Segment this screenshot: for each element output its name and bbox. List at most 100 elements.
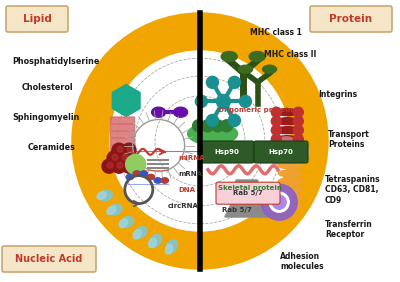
Circle shape	[271, 143, 281, 153]
Ellipse shape	[99, 190, 112, 201]
Ellipse shape	[174, 107, 188, 117]
FancyBboxPatch shape	[310, 6, 392, 32]
Circle shape	[271, 134, 281, 144]
Ellipse shape	[107, 206, 116, 215]
Circle shape	[107, 151, 121, 165]
Text: Oligomeric protein: Oligomeric protein	[218, 107, 293, 113]
Circle shape	[102, 159, 116, 173]
Ellipse shape	[120, 217, 134, 228]
Text: Cholesterol: Cholesterol	[22, 83, 74, 92]
Circle shape	[126, 155, 146, 174]
Text: Sphingomyelin: Sphingomyelin	[12, 113, 79, 122]
Circle shape	[196, 95, 208, 107]
Circle shape	[212, 120, 224, 132]
Ellipse shape	[140, 171, 147, 176]
Ellipse shape	[166, 244, 173, 254]
Ellipse shape	[249, 52, 265, 61]
Text: Nucleic Acid: Nucleic Acid	[15, 254, 83, 264]
Ellipse shape	[147, 175, 154, 180]
Ellipse shape	[278, 138, 302, 145]
Text: mRNA: mRNA	[178, 171, 202, 177]
Circle shape	[216, 94, 230, 108]
Ellipse shape	[188, 123, 238, 145]
Circle shape	[293, 152, 303, 162]
Circle shape	[271, 152, 281, 162]
FancyBboxPatch shape	[110, 124, 135, 131]
Circle shape	[271, 107, 281, 117]
Circle shape	[293, 116, 303, 126]
Polygon shape	[112, 85, 140, 116]
Circle shape	[221, 120, 233, 132]
Circle shape	[193, 120, 205, 132]
Ellipse shape	[152, 107, 166, 117]
Ellipse shape	[276, 118, 298, 125]
Ellipse shape	[97, 192, 106, 200]
Circle shape	[122, 159, 136, 173]
Circle shape	[293, 143, 303, 153]
Ellipse shape	[147, 175, 154, 180]
FancyBboxPatch shape	[200, 141, 254, 163]
Ellipse shape	[221, 52, 237, 61]
Circle shape	[112, 154, 118, 160]
Ellipse shape	[126, 175, 133, 180]
Circle shape	[271, 125, 281, 135]
Circle shape	[107, 162, 113, 168]
Ellipse shape	[278, 162, 302, 169]
Ellipse shape	[166, 240, 178, 253]
Text: Ceramides: Ceramides	[28, 144, 76, 153]
Ellipse shape	[133, 171, 140, 176]
Ellipse shape	[289, 141, 307, 151]
Text: MHC class 1: MHC class 1	[250, 28, 302, 37]
Polygon shape	[225, 189, 269, 217]
Text: miRNA: miRNA	[178, 155, 204, 161]
Circle shape	[127, 146, 133, 152]
Ellipse shape	[276, 136, 298, 143]
Ellipse shape	[263, 65, 277, 73]
Ellipse shape	[140, 171, 147, 176]
Circle shape	[127, 162, 133, 168]
FancyBboxPatch shape	[216, 182, 280, 204]
Text: Transferrin
Receptor: Transferrin Receptor	[325, 220, 373, 239]
Ellipse shape	[276, 145, 298, 152]
Ellipse shape	[266, 141, 283, 151]
FancyBboxPatch shape	[110, 117, 135, 124]
Ellipse shape	[278, 194, 302, 201]
Text: Transport
Proteins: Transport Proteins	[328, 130, 370, 149]
Circle shape	[228, 114, 240, 126]
Circle shape	[202, 120, 214, 132]
FancyBboxPatch shape	[110, 138, 135, 145]
Circle shape	[110, 51, 290, 231]
Circle shape	[117, 162, 123, 168]
Circle shape	[117, 146, 123, 152]
Ellipse shape	[154, 178, 161, 183]
FancyBboxPatch shape	[110, 145, 135, 152]
Text: Phosphatidylserine: Phosphatidylserine	[12, 58, 99, 67]
Ellipse shape	[278, 202, 302, 209]
Ellipse shape	[278, 137, 295, 147]
Text: Skeletal protein: Skeletal protein	[218, 185, 282, 191]
Text: Lipid: Lipid	[22, 14, 52, 24]
Ellipse shape	[134, 227, 147, 238]
Circle shape	[112, 159, 126, 173]
Circle shape	[261, 184, 297, 220]
Circle shape	[122, 154, 128, 160]
Circle shape	[122, 143, 136, 157]
Circle shape	[228, 76, 240, 88]
Text: Adhesion
molecules: Adhesion molecules	[280, 252, 324, 271]
Ellipse shape	[263, 138, 310, 166]
Ellipse shape	[278, 178, 302, 185]
Ellipse shape	[119, 219, 128, 228]
Text: Hsp90: Hsp90	[214, 149, 240, 155]
Text: Rab 5/7: Rab 5/7	[233, 190, 263, 196]
FancyBboxPatch shape	[254, 141, 308, 163]
Ellipse shape	[278, 186, 302, 193]
Circle shape	[293, 134, 303, 144]
Ellipse shape	[161, 178, 168, 183]
Ellipse shape	[278, 170, 302, 177]
Circle shape	[293, 125, 303, 135]
Ellipse shape	[278, 154, 302, 161]
Circle shape	[272, 195, 286, 209]
Ellipse shape	[126, 175, 133, 180]
Ellipse shape	[276, 109, 298, 116]
Circle shape	[112, 143, 126, 157]
